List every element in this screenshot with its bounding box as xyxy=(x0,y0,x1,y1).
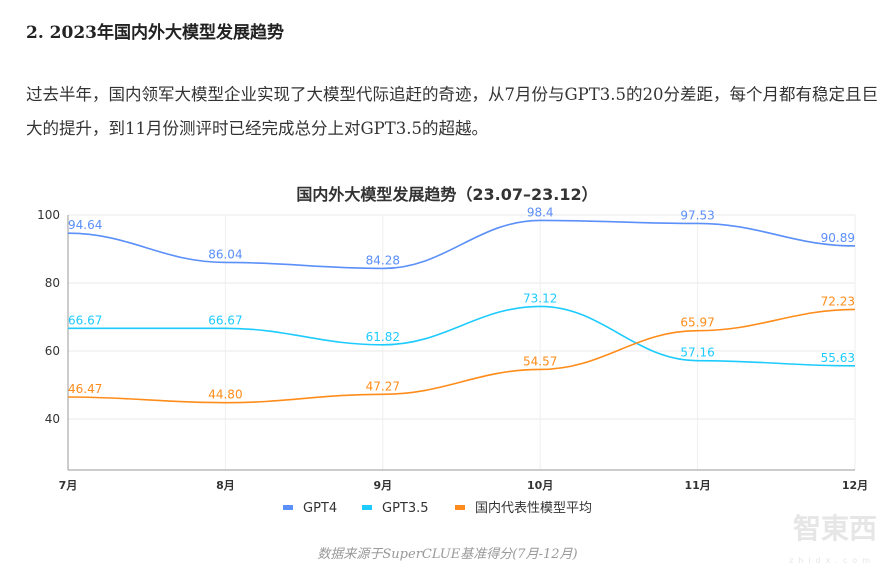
data-label: 65.97 xyxy=(680,316,714,330)
paragraph: 过去半年，国内领军大模型企业实现了大模型代际追赶的奇迹，从7月份与GPT3.5的… xyxy=(26,85,879,138)
watermark-url: zhidx.com xyxy=(789,556,875,565)
legend-label: 国内代表性模型平均 xyxy=(475,500,592,516)
series-line-0 xyxy=(67,219,856,270)
data-label: 97.53 xyxy=(680,208,714,222)
data-label: 86.04 xyxy=(208,247,242,261)
data-label: 73.12 xyxy=(523,291,557,305)
data-label: 90.89 xyxy=(821,231,855,245)
x-tick-label: 10月 xyxy=(527,479,553,492)
legend-label: GPT3.5 xyxy=(382,501,429,516)
x-tick-label: 11月 xyxy=(684,479,710,492)
data-label: 66.67 xyxy=(68,313,102,327)
chart-title: 国内外大模型发展趋势（23.07–23.12） xyxy=(296,185,597,204)
y-tick-label: 80 xyxy=(45,276,60,290)
section-heading: 2. 2023年国内外大模型发展趋势 xyxy=(26,23,284,43)
source-caption: 数据来源于SuperCLUE基准得分(7月-12月) xyxy=(317,547,578,562)
data-label: 46.47 xyxy=(68,382,102,396)
data-label: 84.28 xyxy=(366,253,400,267)
data-label: 54.57 xyxy=(523,354,557,368)
legend-swatch xyxy=(362,505,372,510)
data-label: 47.27 xyxy=(366,379,400,393)
x-tick-label: 7月 xyxy=(59,479,78,492)
legend-swatch xyxy=(283,505,293,510)
x-tick-label: 9月 xyxy=(373,479,392,492)
data-label: 61.82 xyxy=(366,330,400,344)
data-label: 57.16 xyxy=(680,346,714,360)
y-tick-label: 60 xyxy=(45,344,60,358)
series-line-2 xyxy=(67,308,856,404)
legend-label: GPT4 xyxy=(303,501,337,516)
x-tick-label: 12月 xyxy=(842,479,868,492)
data-label: 66.67 xyxy=(208,313,242,327)
legend-swatch xyxy=(455,505,465,510)
watermark-logo: 智東西 xyxy=(792,512,877,545)
data-label: 94.64 xyxy=(68,218,102,232)
series-line-1 xyxy=(68,305,856,367)
data-label: 44.80 xyxy=(208,388,242,402)
y-tick-label: 40 xyxy=(45,412,60,426)
data-label: 55.63 xyxy=(821,351,855,365)
data-label: 98.4 xyxy=(527,205,554,219)
x-tick-label: 8月 xyxy=(216,479,235,492)
data-label: 72.23 xyxy=(821,294,855,308)
y-tick-label: 100 xyxy=(37,208,60,222)
